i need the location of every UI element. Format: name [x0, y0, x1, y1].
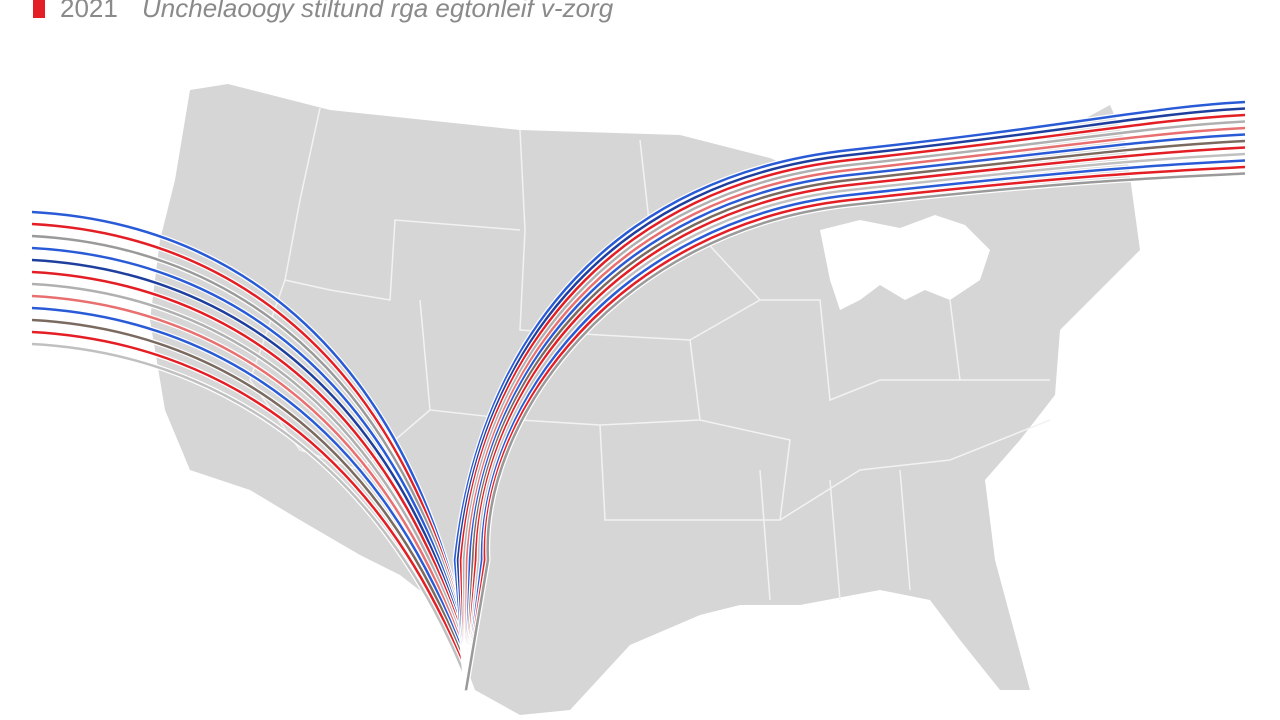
great-lakes: [820, 215, 990, 310]
accent-bar: [33, 0, 45, 18]
flow-line: [31, 222, 468, 691]
flow-line: [464, 139, 1246, 691]
flow-line: [31, 306, 468, 691]
flow-line: [456, 107, 1246, 691]
flow-line: [464, 133, 1246, 691]
flow-line: [31, 282, 468, 691]
flow-line: [31, 246, 468, 691]
flow-line: [464, 165, 1246, 691]
flow-line: [459, 113, 1246, 691]
flow-line: [31, 294, 468, 691]
flow-line: [464, 159, 1246, 691]
flow-line: [453, 100, 1246, 691]
flow-lines: [31, 99, 1246, 691]
flow-line: [31, 342, 468, 691]
flow-line: [464, 126, 1246, 691]
year: 2021: [60, 0, 118, 23]
flow-line: [31, 258, 468, 691]
flow-line: [31, 210, 468, 691]
flow-line: [464, 146, 1246, 691]
flow-line: [31, 330, 468, 691]
flow-line: [31, 270, 468, 691]
title: Unchelaoogy stiltund rga egtonleif v-zor…: [142, 0, 614, 23]
flow-line: [31, 234, 468, 691]
flow-line: [464, 172, 1246, 691]
flow-line: [464, 152, 1246, 691]
flow-line: [31, 318, 468, 691]
flow-line: [462, 120, 1246, 691]
